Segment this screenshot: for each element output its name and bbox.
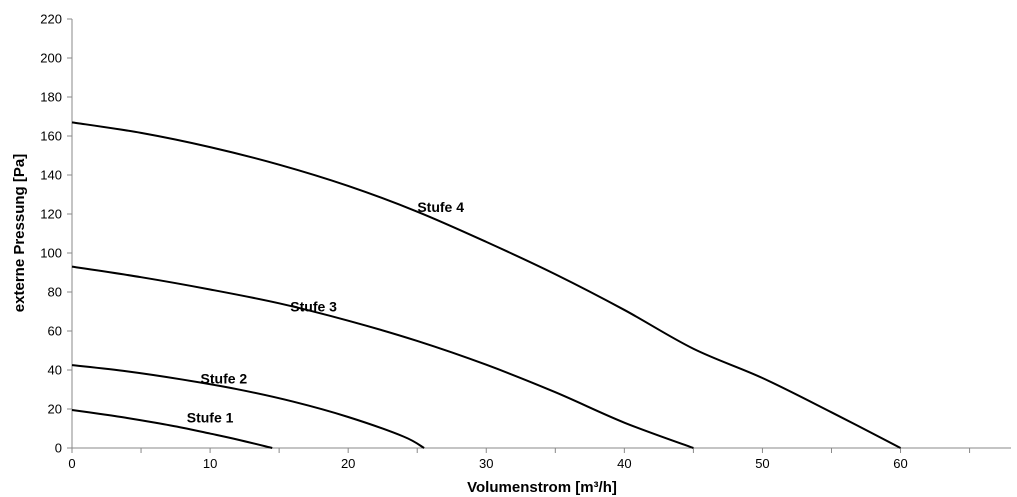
x-tick-label: 50 — [755, 456, 769, 471]
series-label-stufe-4: Stufe 4 — [417, 199, 464, 215]
y-tick-label: 120 — [40, 207, 62, 222]
y-tick-label: 180 — [40, 90, 62, 105]
axes — [71, 19, 1011, 449]
series-labels: Stufe 1 Stufe 2 Stufe 3 Stufe 4 — [187, 199, 464, 426]
series-label-stufe-2: Stufe 2 — [201, 371, 248, 387]
y-tick-label: 40 — [48, 363, 62, 378]
x-tick-label: 10 — [203, 456, 217, 471]
y-tick-label: 160 — [40, 129, 62, 144]
series-label-stufe-3: Stufe 3 — [290, 299, 337, 315]
series-line-stufe-2 — [71, 364, 425, 449]
y-tick-label: 60 — [48, 324, 62, 339]
series-line-stufe-1 — [71, 408, 273, 449]
x-tick-label: 40 — [617, 456, 631, 471]
x-tick-label: 60 — [893, 456, 907, 471]
x-axis-title: Volumenstrom [m³/h] — [467, 479, 617, 496]
y-tick-label: 220 — [40, 12, 62, 27]
x-tick-label: 20 — [341, 456, 355, 471]
y-tick-label: 140 — [40, 168, 62, 183]
y-tick-label: 0 — [55, 441, 62, 456]
y-axis-title: externe Pressung [Pa] — [11, 154, 28, 312]
y-tick-label: 200 — [40, 51, 62, 66]
series-label-stufe-1: Stufe 1 — [187, 410, 234, 426]
x-tick-label: 30 — [479, 456, 493, 471]
curves — [71, 121, 901, 449]
series-line-stufe-3 — [71, 265, 694, 449]
series-line-stufe-4 — [71, 121, 901, 449]
y-tick-label: 80 — [48, 285, 62, 300]
x-tick-label: 0 — [68, 456, 75, 471]
y-tick-label: 100 — [40, 246, 62, 261]
ticks: 0 20 40 60 80 100 120 140 160 180 200 220 0 10 20 30 40 5… — [40, 12, 971, 471]
y-tick-label: 20 — [48, 402, 62, 417]
